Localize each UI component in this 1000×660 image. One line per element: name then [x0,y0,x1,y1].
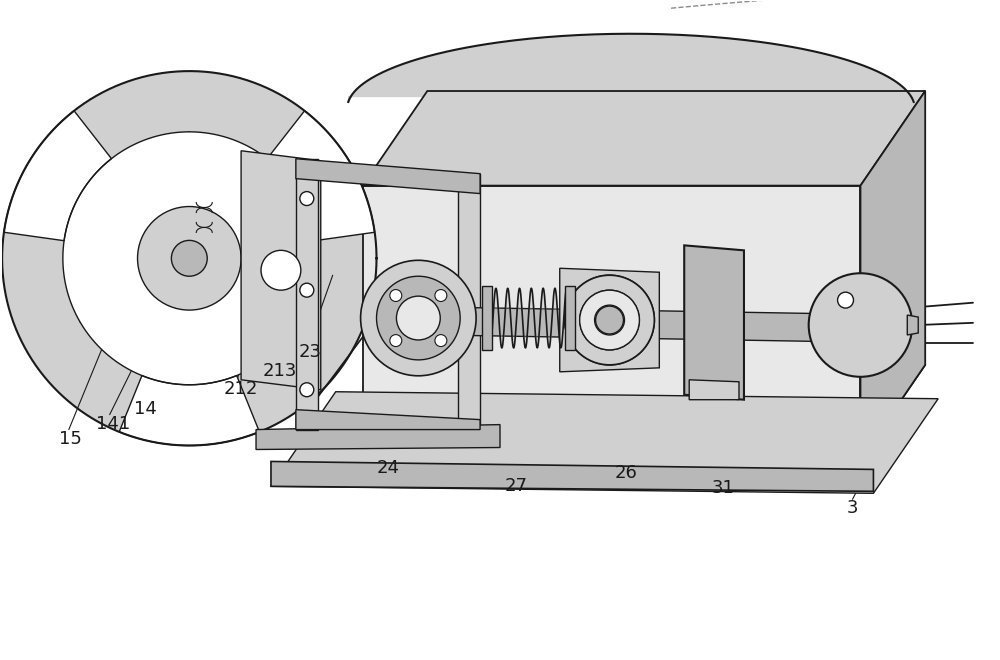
Polygon shape [267,111,375,241]
Polygon shape [296,158,318,430]
Polygon shape [482,286,492,350]
Circle shape [580,290,639,350]
Polygon shape [560,268,659,372]
Polygon shape [684,246,744,400]
Circle shape [596,306,623,334]
Polygon shape [296,410,480,430]
Circle shape [261,250,301,290]
Circle shape [580,290,639,350]
Circle shape [435,290,447,302]
Polygon shape [363,91,925,185]
Text: 15: 15 [59,430,82,447]
Polygon shape [4,111,111,241]
Text: 23: 23 [299,343,322,361]
Circle shape [300,283,314,297]
Circle shape [396,296,440,340]
Circle shape [390,290,402,302]
Polygon shape [381,306,849,342]
Text: 141: 141 [96,414,130,433]
Circle shape [138,207,241,310]
Circle shape [595,305,624,335]
Circle shape [565,275,654,365]
Circle shape [377,277,460,360]
Circle shape [361,260,476,376]
Polygon shape [363,185,860,459]
Circle shape [171,240,207,277]
Text: 31: 31 [712,479,735,498]
Circle shape [2,71,377,446]
Polygon shape [271,392,938,493]
Polygon shape [296,158,480,193]
Circle shape [300,191,314,205]
Polygon shape [271,461,873,491]
Polygon shape [689,379,739,400]
Circle shape [435,335,447,346]
Text: 3: 3 [847,499,858,517]
Text: 26: 26 [615,465,637,482]
Polygon shape [256,424,500,449]
Circle shape [390,335,402,346]
Circle shape [63,132,316,385]
Circle shape [838,292,854,308]
Polygon shape [860,91,925,459]
Circle shape [300,383,314,397]
Polygon shape [119,376,259,446]
Polygon shape [565,286,575,350]
Text: 24: 24 [377,459,400,477]
Polygon shape [458,174,480,424]
Polygon shape [907,315,918,335]
Text: 213: 213 [263,362,297,380]
Text: 212: 212 [223,379,258,398]
Circle shape [565,275,654,365]
Text: 27: 27 [505,477,528,496]
Polygon shape [241,150,321,390]
Circle shape [809,273,912,377]
Text: 14: 14 [134,400,156,418]
